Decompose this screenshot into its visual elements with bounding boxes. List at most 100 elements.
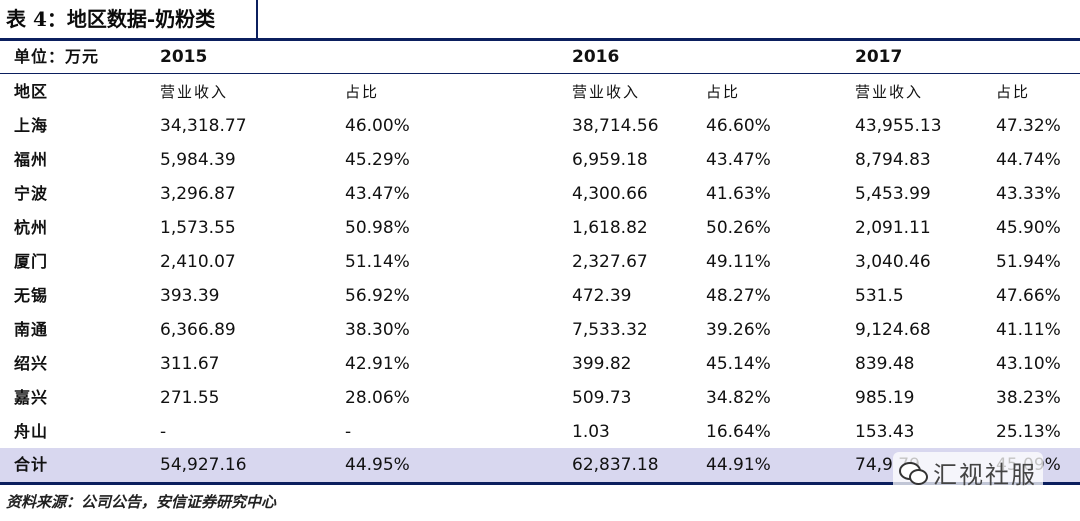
table-row: 南通 6,366.89 38.30% 7,533.32 39.26% 9,124… — [0, 313, 1080, 347]
share-2016: 49.11% — [706, 252, 771, 272]
revenue-2015: 34,318.77 — [160, 116, 247, 136]
region-cell: 无锡 — [14, 286, 49, 305]
revenue-2015: 1,573.55 — [160, 218, 236, 238]
bottom-rule — [0, 482, 1080, 485]
share-2017: 45.90% — [996, 218, 1061, 238]
total-share-2016: 44.91% — [706, 455, 771, 475]
revenue-2016: 399.82 — [572, 354, 632, 374]
share-header-2016: 占比 — [706, 83, 741, 101]
share-2016: 43.47% — [706, 150, 771, 170]
header-row: 单位：万元 2015 2016 2017 — [0, 41, 1080, 74]
unit-label: 单位：万元 — [14, 47, 100, 66]
revenue-2017: 531.5 — [855, 286, 904, 306]
revenue-2015: 311.67 — [160, 354, 220, 374]
table-row: 舟山 - - 1.03 16.64% 153.43 25.13% — [0, 415, 1080, 449]
share-2017: 44.74% — [996, 150, 1061, 170]
share-2016: 48.27% — [706, 286, 771, 306]
watermark-text: 汇视社服 — [933, 460, 1037, 489]
revenue-2017: 153.43 — [855, 422, 915, 442]
share-2017: 43.33% — [996, 184, 1061, 204]
revenue-2015: 2,410.07 — [160, 252, 236, 272]
total-label: 合计 — [14, 455, 49, 474]
share-2017: 43.10% — [996, 354, 1061, 374]
table-row: 福州 5,984.39 45.29% 6,959.18 43.47% 8,794… — [0, 143, 1080, 177]
table-row: 上海 34,318.77 46.00% 38,714.56 46.60% 43,… — [0, 109, 1080, 143]
region-cell: 绍兴 — [14, 354, 49, 373]
wechat-icon — [899, 460, 928, 485]
table-row: 无锡 393.39 56.92% 472.39 48.27% 531.5 47.… — [0, 279, 1080, 313]
region-cell: 上海 — [14, 116, 49, 135]
share-2017: 38.23% — [996, 388, 1061, 408]
share-2017: 47.66% — [996, 286, 1061, 306]
revenue-2017: 985.19 — [855, 388, 915, 408]
share-2015: 51.14% — [345, 252, 410, 272]
revenue-header-2016: 营业收入 — [572, 83, 641, 101]
revenue-header-2017: 营业收入 — [855, 83, 924, 101]
share-2016: 39.26% — [706, 320, 771, 340]
revenue-header-2015: 营业收入 — [160, 83, 229, 101]
revenue-2017: 43,955.13 — [855, 116, 942, 136]
share-2017: 47.32% — [996, 116, 1061, 136]
share-header-2015: 占比 — [345, 83, 380, 101]
share-2015: 42.91% — [345, 354, 410, 374]
revenue-2016: 4,300.66 — [572, 184, 648, 204]
revenue-2016: 1.03 — [572, 422, 610, 442]
region-cell: 福州 — [14, 150, 49, 169]
share-2016: 45.14% — [706, 354, 771, 374]
revenue-2016: 6,959.18 — [572, 150, 648, 170]
share-2016: 16.64% — [706, 422, 771, 442]
subheader-row: 地区 营业收入 占比 营业收入 占比 营业收入 占比 — [0, 75, 1080, 109]
revenue-2016: 7,533.32 — [572, 320, 648, 340]
region-cell: 南通 — [14, 320, 49, 339]
share-2015: 38.30% — [345, 320, 410, 340]
share-2015: 56.92% — [345, 286, 410, 306]
share-2015: 28.06% — [345, 388, 410, 408]
year-2016: 2016 — [572, 47, 620, 67]
revenue-2016: 38,714.56 — [572, 116, 659, 136]
revenue-2017: 8,794.83 — [855, 150, 931, 170]
top-rule — [0, 38, 1080, 41]
share-2015: - — [345, 422, 352, 442]
total-revenue-2016: 62,837.18 — [572, 455, 659, 475]
share-2015: 46.00% — [345, 116, 410, 136]
region-cell: 宁波 — [14, 184, 49, 203]
year-2015: 2015 — [160, 47, 208, 67]
table-row: 杭州 1,573.55 50.98% 1,618.82 50.26% 2,091… — [0, 211, 1080, 245]
region-cell: 厦门 — [14, 252, 49, 271]
table-row: 绍兴 311.67 42.91% 399.82 45.14% 839.48 43… — [0, 347, 1080, 381]
revenue-2016: 2,327.67 — [572, 252, 648, 272]
revenue-2017: 5,453.99 — [855, 184, 931, 204]
share-2015: 50.98% — [345, 218, 410, 238]
share-2015: 45.29% — [345, 150, 410, 170]
share-2017: 25.13% — [996, 422, 1061, 442]
share-2016: 46.60% — [706, 116, 771, 136]
revenue-2015: 3,296.87 — [160, 184, 236, 204]
revenue-2016: 1,618.82 — [572, 218, 648, 238]
revenue-2017: 9,124.68 — [855, 320, 931, 340]
revenue-2015: 5,984.39 — [160, 150, 236, 170]
share-2016: 41.63% — [706, 184, 771, 204]
revenue-2015: 393.39 — [160, 286, 220, 306]
share-2017: 41.11% — [996, 320, 1061, 340]
share-header-2017: 占比 — [996, 83, 1031, 101]
region-header: 地区 — [14, 82, 49, 101]
table-row: 嘉兴 271.55 28.06% 509.73 34.82% 985.19 38… — [0, 381, 1080, 415]
revenue-2016: 472.39 — [572, 286, 632, 306]
revenue-2015: 271.55 — [160, 388, 220, 408]
year-2017: 2017 — [855, 47, 903, 67]
share-2016: 50.26% — [706, 218, 771, 238]
share-2017: 51.94% — [996, 252, 1061, 272]
region-cell: 杭州 — [14, 218, 49, 237]
revenue-2016: 509.73 — [572, 388, 632, 408]
revenue-2017: 3,040.46 — [855, 252, 931, 272]
total-revenue-2015: 54,927.16 — [160, 455, 247, 475]
source-note: 资料来源：公司公告，安信证券研究中心 — [6, 493, 277, 511]
total-share-2015: 44.95% — [345, 455, 410, 475]
table-title: 表 4：地区数据-奶粉类 — [0, 0, 258, 38]
revenue-2015: 6,366.89 — [160, 320, 236, 340]
table-row: 厦门 2,410.07 51.14% 2,327.67 49.11% 3,040… — [0, 245, 1080, 279]
revenue-2015: - — [160, 422, 167, 442]
region-cell: 舟山 — [14, 422, 49, 441]
watermark: 汇视社服 — [893, 452, 1043, 492]
share-2016: 34.82% — [706, 388, 771, 408]
